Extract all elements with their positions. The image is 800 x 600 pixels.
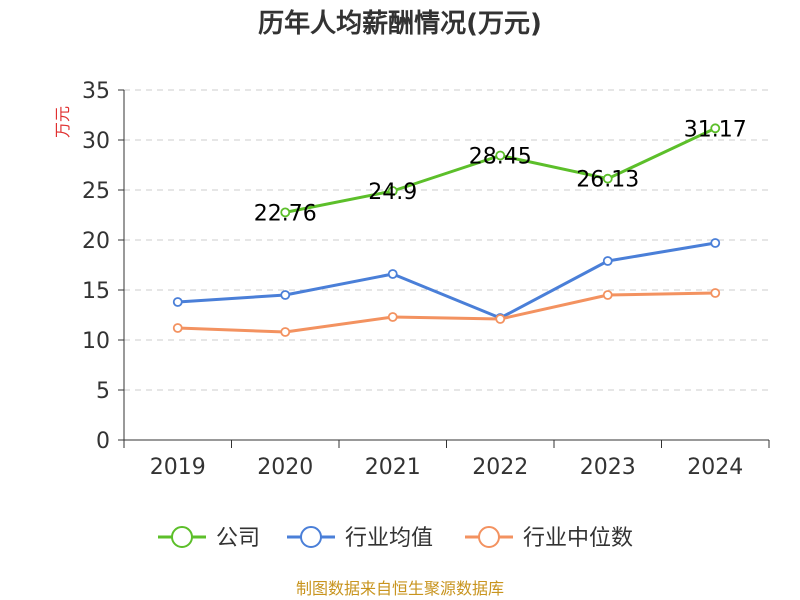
data-point — [387, 186, 398, 196]
axes: 0 5 10 15 20 25 30 35 2019 2020 2021 2022 2023 2024 — [82, 79, 770, 480]
y-tick-label: 10 — [82, 329, 110, 354]
data-label: 24.9 — [368, 180, 417, 205]
series-line — [177, 241, 716, 320]
data-point — [387, 269, 398, 279]
data-point — [710, 288, 721, 298]
data-point — [280, 207, 291, 218]
data-point — [602, 290, 613, 300]
x-tick-label: 2024 — [687, 455, 743, 480]
y-tick-label: 20 — [82, 229, 110, 254]
data-label: 28.45 — [469, 145, 532, 170]
data-point — [172, 323, 183, 333]
series-lines — [172, 123, 721, 337]
chart-title: 历年人均薪酬情况(万元) — [258, 8, 542, 39]
x-tick-label: 2020 — [257, 455, 313, 480]
data-point — [602, 256, 613, 266]
y-tick-label: 0 — [96, 429, 110, 454]
source-note: 制图数据来自恒生聚源数据库 — [296, 579, 504, 598]
data-label: 22.76 — [254, 201, 317, 226]
y-tick-label: 25 — [82, 179, 110, 204]
data-point — [710, 238, 721, 248]
legend-label: 行业中位数 — [523, 526, 633, 551]
data-point — [280, 290, 291, 300]
y-tick-label: 5 — [96, 379, 110, 404]
series-line — [284, 126, 716, 214]
x-tick-label: 2023 — [580, 455, 636, 480]
legend-marker — [478, 526, 500, 548]
data-point — [387, 312, 398, 322]
data-point — [710, 123, 721, 134]
legend: 公司 行业均值 行业中位数 — [158, 526, 633, 551]
legend-label: 行业均值 — [345, 526, 433, 551]
data-labels: 22.76 24.9 28.45 26.13 31.17 — [254, 117, 747, 226]
x-tick-label: 2021 — [365, 455, 421, 480]
legend-marker — [300, 526, 322, 548]
x-tick-label: 2019 — [150, 455, 206, 480]
data-point — [495, 150, 506, 161]
data-point — [602, 173, 613, 184]
data-point — [172, 297, 183, 307]
x-tick-label: 2022 — [472, 455, 528, 480]
y-axis-label: 万元 — [53, 106, 72, 138]
legend-marker — [171, 526, 193, 548]
data-label: 26.13 — [576, 168, 639, 193]
y-tick-label: 15 — [82, 279, 110, 304]
y-tick-label: 35 — [82, 79, 110, 104]
series-line — [177, 291, 716, 334]
data-point — [495, 314, 506, 324]
data-label: 31.17 — [684, 117, 747, 142]
legend-label: 公司 — [216, 526, 260, 551]
gridlines — [124, 89, 769, 391]
y-tick-label: 30 — [82, 129, 110, 154]
data-point — [280, 327, 291, 337]
